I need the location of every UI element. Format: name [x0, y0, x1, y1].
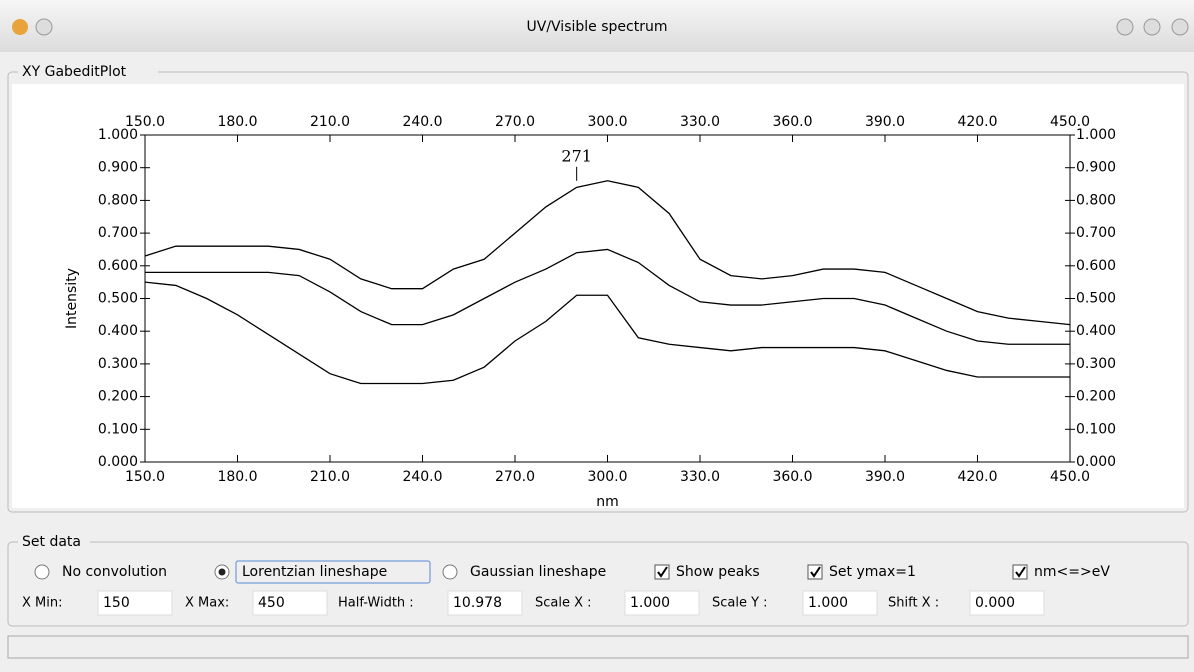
- field-value: 150: [103, 595, 130, 611]
- x-tick-label: 420.0: [957, 469, 997, 485]
- x-tick-label: 390.0: [865, 469, 905, 485]
- field-label: Scale Y :: [712, 596, 768, 611]
- y-tick-label: 0.300: [98, 356, 138, 372]
- y-tick-label-right: 0.200: [1076, 389, 1116, 405]
- y-tick-label-right: 0.500: [1076, 291, 1116, 307]
- x-tick-label: 360.0: [772, 469, 812, 485]
- x-tick-label: 180.0: [217, 469, 257, 485]
- x-tick-label: 330.0: [680, 469, 720, 485]
- field-label: X Max:: [185, 596, 229, 611]
- checkmark: [657, 566, 668, 578]
- x-tick-label-top: 150.0: [125, 114, 165, 130]
- y-tick-label-right: 0.400: [1076, 323, 1116, 339]
- x-tick-label-top: 240.0: [402, 114, 442, 130]
- y-tick-label-right: 0.800: [1076, 192, 1116, 208]
- x-tick-label-top: 420.0: [957, 114, 997, 130]
- checkbox-label: Set ymax=1: [829, 564, 916, 580]
- minimize-button[interactable]: [1116, 18, 1134, 36]
- radio-label: Gaussian lineshape: [470, 564, 606, 580]
- y-tick-label-right: 1.000: [1076, 127, 1116, 143]
- spectrum-line: [144, 180, 1071, 326]
- y-tick-label: 0.800: [98, 192, 138, 208]
- controls-label-bg: [18, 534, 90, 550]
- spectrum-line: [145, 248, 1070, 345]
- y-tick-label: 0.000: [98, 454, 138, 470]
- x-tick-label: 300.0: [587, 469, 627, 485]
- plot-canvas: [12, 84, 1184, 508]
- y-tick-label: 0.100: [98, 421, 138, 437]
- x-tick-label: 240.0: [402, 469, 442, 485]
- y-axis-label: Intensity: [64, 268, 80, 329]
- y-tick-label-right: 0.900: [1076, 160, 1116, 176]
- app-icon: [12, 19, 28, 35]
- y-tick-label: 0.900: [98, 160, 138, 176]
- field-value: 1.000: [630, 595, 670, 611]
- field-value: 1.000: [808, 595, 848, 611]
- checkbox-label: Show peaks: [676, 564, 760, 580]
- text-field[interactable]: [447, 590, 523, 616]
- radio-dot: [218, 568, 226, 576]
- x-tick-label: 270.0: [495, 469, 535, 485]
- y-tick-label-right: 0.700: [1076, 225, 1116, 241]
- x-tick-label-top: 330.0: [680, 114, 720, 130]
- radio-button[interactable]: [442, 564, 458, 580]
- x-tick-label-top: 300.0: [587, 114, 627, 130]
- controls-frame: [7, 541, 1189, 627]
- x-tick-label-top: 270.0: [495, 114, 535, 130]
- peak-label: 271: [561, 146, 592, 165]
- y-tick-label-right: 0.100: [1076, 421, 1116, 437]
- spectrum-line: [144, 281, 1070, 385]
- controls-label: Set data: [22, 534, 81, 550]
- text-field[interactable]: [624, 590, 700, 616]
- plot-group-frame: [7, 71, 1189, 513]
- x-tick-label-top: 360.0: [772, 114, 812, 130]
- focus-box: [235, 560, 431, 584]
- field-label: Shift X :: [888, 596, 939, 611]
- checkbox-label: nm<=>eV: [1034, 564, 1110, 580]
- checkmark: [1015, 566, 1026, 578]
- y-tick-label: 0.500: [98, 291, 138, 307]
- checkmark: [810, 566, 821, 578]
- x-tick-label-top: 390.0: [865, 114, 905, 130]
- title-bar: [0, 0, 1194, 52]
- y-tick-label-right: 0.300: [1076, 356, 1116, 372]
- radio-label: No convolution: [62, 564, 167, 580]
- x-tick-label: 150.0: [125, 469, 165, 485]
- x-tick-label-top: 180.0: [217, 114, 257, 130]
- y-tick-label: 0.700: [98, 225, 138, 241]
- maximize-button[interactable]: [1143, 18, 1161, 36]
- field-value: 0.000: [975, 595, 1015, 611]
- radio-label: Lorentzian lineshape: [242, 564, 387, 580]
- y-tick-label-right: 0.600: [1076, 258, 1116, 274]
- text-field[interactable]: [252, 590, 328, 616]
- text-field[interactable]: [969, 590, 1045, 616]
- y-tick-label: 0.600: [98, 258, 138, 274]
- close-button[interactable]: [1171, 18, 1189, 36]
- window-title: UV/Visible spectrum: [527, 19, 668, 35]
- text-field[interactable]: [802, 590, 878, 616]
- y-tick-label-right: 0.000: [1076, 454, 1116, 470]
- field-label: Half-Width :: [338, 596, 414, 611]
- field-label: X Min:: [22, 596, 63, 611]
- radio-button[interactable]: [34, 564, 50, 580]
- y-tick-label: 1.000: [98, 127, 138, 143]
- x-axis-label: nm: [596, 494, 619, 510]
- menu-button[interactable]: [35, 18, 53, 36]
- x-tick-label-top: 450.0: [1050, 114, 1090, 130]
- y-tick-label: 0.400: [98, 323, 138, 339]
- plot-group-label: XY GabeditPlot: [22, 64, 127, 80]
- y-tick-label: 0.200: [98, 389, 138, 405]
- x-tick-label: 210.0: [310, 469, 350, 485]
- plot-group-label-bg: [18, 64, 158, 80]
- x-tick-label: 450.0: [1050, 469, 1090, 485]
- status-bar: [7, 635, 1189, 659]
- field-value: 450: [258, 595, 285, 611]
- field-value: 10.978: [453, 595, 502, 611]
- text-field[interactable]: [97, 590, 173, 616]
- x-tick-label-top: 210.0: [310, 114, 350, 130]
- field-label: Scale X :: [535, 596, 592, 611]
